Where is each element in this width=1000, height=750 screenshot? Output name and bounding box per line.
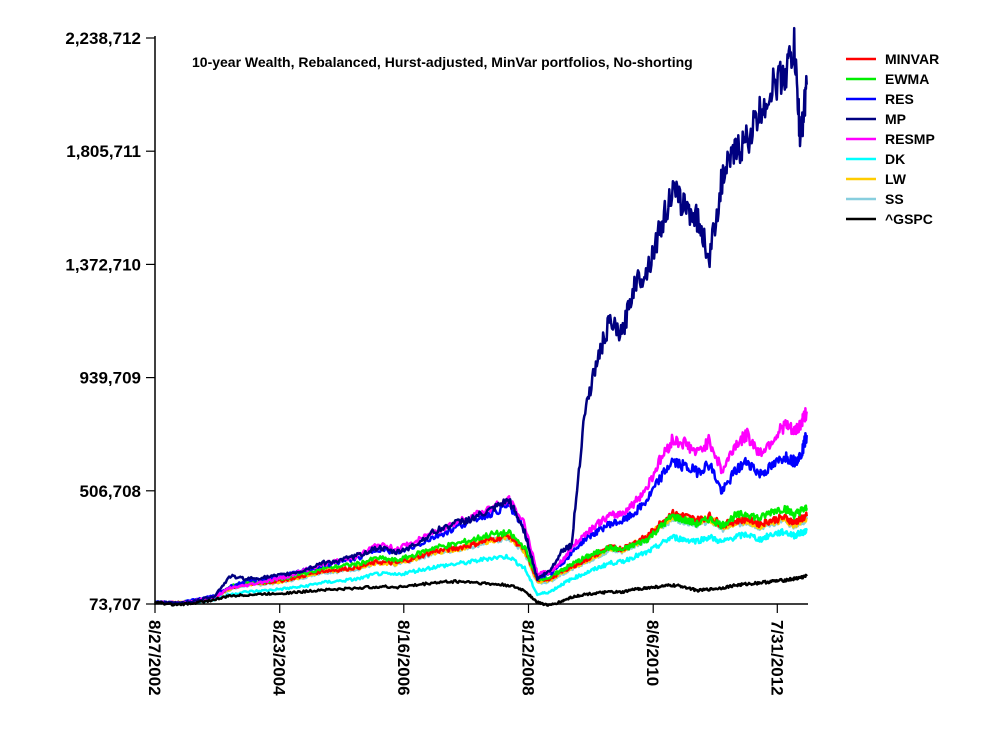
y-ticks: 73,707 506,708 939,709 1,372,710 1,805,711 2,… (65, 29, 155, 614)
y-tick-label: 2,238,712 (65, 29, 141, 48)
legend-label: RES (885, 91, 914, 107)
y-tick-label: 939,709 (80, 369, 141, 388)
legend-label: MP (885, 111, 906, 127)
y-tick-label: 73,707 (89, 595, 141, 614)
series-line-ewma (154, 504, 808, 605)
x-tick-label: 8/27/2002 (145, 620, 164, 696)
y-tick-label: 1,805,711 (66, 142, 141, 161)
x-tick-label: 8/6/2010 (643, 620, 662, 686)
x-tick-label: 8/16/2006 (394, 620, 413, 696)
x-ticks: 8/27/2002 8/23/2004 8/16/2006 8/12/2008 8/6/… (145, 604, 786, 696)
legend-label: ^GSPC (885, 211, 933, 227)
y-tick-label: 506,708 (80, 482, 141, 501)
x-tick-label: 8/23/2004 (270, 620, 289, 696)
x-tick-label: 7/31/2012 (767, 620, 786, 696)
legend-label: SS (885, 191, 904, 207)
legend-label: LW (885, 171, 907, 187)
legend-label: DK (885, 151, 905, 167)
series-layer (154, 26, 808, 607)
series-line-mp (154, 26, 808, 605)
series-line-resmp (155, 406, 808, 606)
chart-title: 10-year Wealth, Rebalanced, Hurst-adjust… (192, 54, 693, 70)
legend-label: MINVAR (885, 51, 939, 67)
legend-label: EWMA (885, 71, 929, 87)
y-tick-label: 1,372,710 (65, 255, 141, 274)
series-line-dk (154, 527, 808, 606)
legend-label: RESMP (885, 131, 935, 147)
x-tick-label: 8/12/2008 (519, 620, 538, 696)
